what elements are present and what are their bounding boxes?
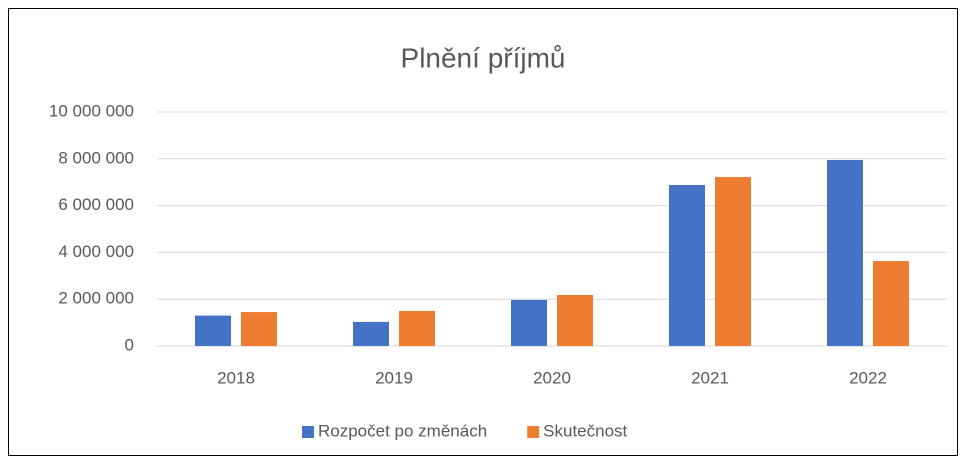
y-tick-label: 10 000 000 [49, 101, 134, 120]
bar [353, 321, 389, 346]
x-tick-label: 2019 [375, 368, 413, 387]
bar [827, 159, 863, 346]
x-tick-label: 2022 [849, 368, 887, 387]
bar [511, 299, 547, 346]
bar [399, 310, 435, 346]
y-tick-label: 2 000 000 [58, 289, 134, 308]
bar [241, 312, 277, 346]
y-tick-label: 6 000 000 [58, 195, 134, 214]
legend-swatch [302, 426, 314, 438]
legend-label: Rozpočet po změnách [318, 421, 487, 440]
chart-frame [8, 8, 958, 456]
legend-swatch [527, 426, 540, 438]
bar [715, 177, 751, 346]
chart-title: Plnění příjmů [401, 42, 566, 73]
bar [873, 261, 909, 346]
y-tick-label: 0 [125, 335, 134, 354]
bar [195, 315, 231, 346]
bar [557, 294, 593, 346]
legend-label: Skutečnost [543, 421, 627, 440]
x-tick-label: 2020 [533, 368, 571, 387]
x-tick-label: 2018 [217, 368, 255, 387]
y-tick-label: 8 000 000 [58, 148, 134, 167]
bar [669, 185, 705, 346]
y-tick-label: 4 000 000 [58, 242, 134, 261]
x-tick-label: 2021 [691, 368, 729, 387]
